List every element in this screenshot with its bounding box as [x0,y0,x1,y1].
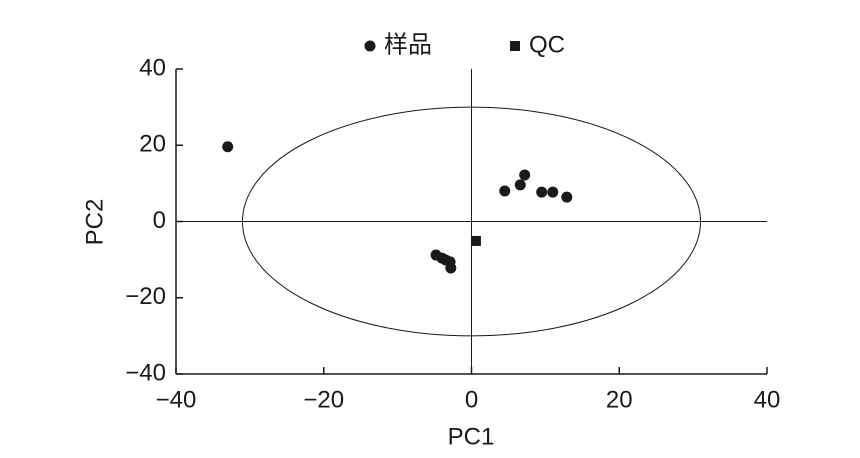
y-tick-label: 0 [153,207,166,234]
point [536,186,548,198]
legend-label: QC [529,31,565,58]
confidence-ellipse [241,106,702,337]
x-tick-label: 40 [754,386,781,413]
x-tick-label: 20 [606,386,633,413]
point [519,169,531,181]
legend-marker [364,40,376,52]
point [470,235,481,246]
x-axis-label: PC1 [448,423,495,450]
point [547,186,559,198]
legend-label: 样品 [384,31,432,58]
y-tick-label: −40 [125,359,166,386]
legend-marker [510,41,520,51]
y-axis-label: PC2 [81,199,108,246]
point [499,185,511,197]
point [445,262,457,274]
point [561,191,573,203]
x-tick-label: −40 [156,386,197,413]
y-tick-label: −20 [125,283,166,310]
point [222,141,234,153]
x-tick-label: 0 [465,386,478,413]
point [514,179,526,191]
x-tick-label: −20 [303,386,344,413]
y-tick-label: 20 [139,131,166,158]
y-tick-label: 40 [139,54,166,81]
